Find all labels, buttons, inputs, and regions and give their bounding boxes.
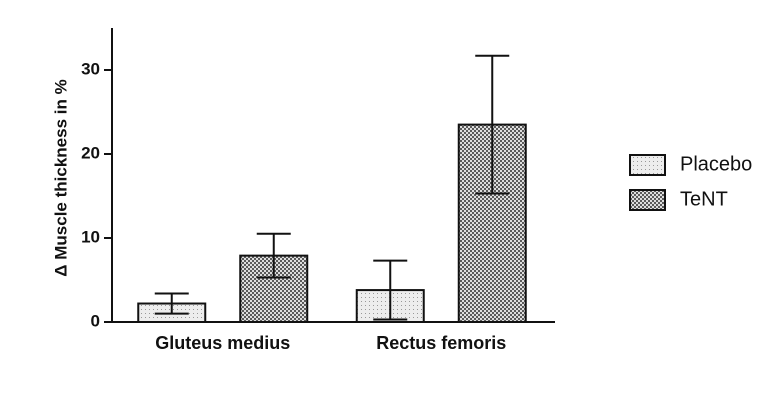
y-tick-label: 10 bbox=[81, 227, 100, 246]
x-tick-label: Gluteus medius bbox=[155, 333, 290, 353]
y-axis-label: Δ Muscle thickness in % bbox=[51, 79, 70, 276]
y-tick-label: 30 bbox=[81, 59, 100, 78]
legend-swatch bbox=[629, 189, 666, 211]
error-bar bbox=[373, 259, 408, 321]
legend-swatch bbox=[629, 154, 666, 176]
error-bar bbox=[256, 232, 291, 279]
y-tick-label: 0 bbox=[91, 311, 100, 330]
error-bar bbox=[475, 54, 510, 195]
y-tick-label: 20 bbox=[81, 143, 100, 162]
legend-label: Placebo bbox=[680, 153, 752, 175]
x-tick-label: Rectus femoris bbox=[376, 333, 506, 353]
legend-label: TeNT bbox=[680, 188, 728, 210]
error-bar bbox=[154, 292, 189, 315]
